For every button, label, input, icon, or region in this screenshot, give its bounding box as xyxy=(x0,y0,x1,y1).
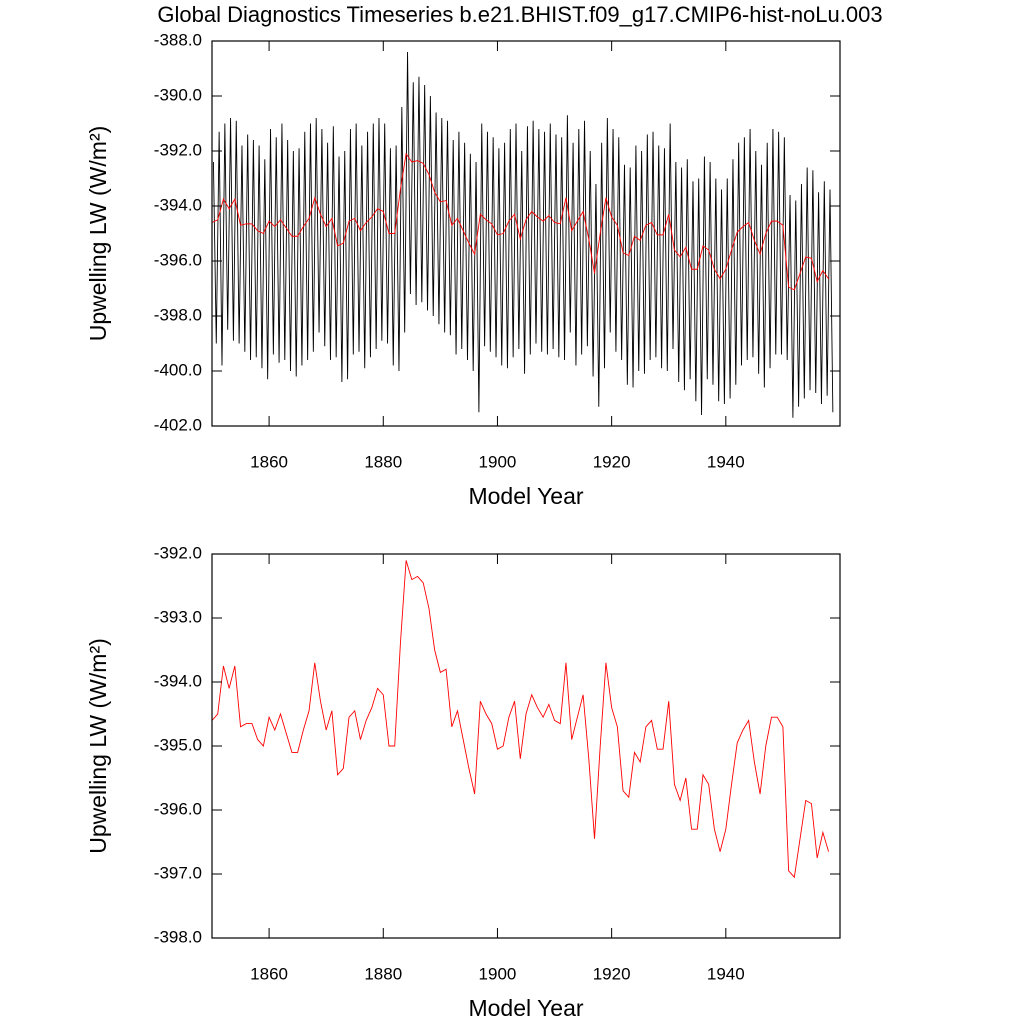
x-tick-label: 1920 xyxy=(593,964,631,983)
plot-frame xyxy=(211,553,841,939)
data-line xyxy=(211,152,829,291)
y-tick-label: -394.0 xyxy=(154,195,202,214)
y-axis-label: Upwelling LW (W/m²) xyxy=(85,126,111,342)
y-tick-label: -393.0 xyxy=(154,607,202,626)
y-tick-label: -388.0 xyxy=(154,30,202,49)
x-tick-label: 1880 xyxy=(364,452,402,471)
y-tick-label: -402.0 xyxy=(154,415,202,434)
x-axis-label: Model Year xyxy=(468,483,583,509)
y-tick-label: -392.0 xyxy=(154,543,202,562)
x-axis-label: Model Year xyxy=(468,995,583,1021)
y-tick-label: -400.0 xyxy=(154,360,202,379)
x-tick-label: 1860 xyxy=(250,452,288,471)
data-line xyxy=(211,560,830,879)
x-tick-label: 1940 xyxy=(707,964,745,983)
y-tick-label: -396.0 xyxy=(154,250,202,269)
x-tick-label: 1940 xyxy=(707,452,745,471)
y-tick-label: -396.0 xyxy=(154,799,202,818)
y-tick-label: -398.0 xyxy=(154,927,202,946)
y-tick-label: -394.0 xyxy=(154,671,202,690)
x-tick-label: 1900 xyxy=(479,452,517,471)
chart-title: Global Diagnostics Timeseries b.e21.BHIS… xyxy=(157,2,882,27)
y-axis-label: Upwelling LW (W/m²) xyxy=(85,638,111,854)
x-tick-label: 1880 xyxy=(364,964,402,983)
plot-frame xyxy=(211,40,841,427)
y-tick-label: -397.0 xyxy=(154,863,202,882)
x-tick-label: 1900 xyxy=(479,964,517,983)
y-tick-label: -398.0 xyxy=(154,305,202,324)
data-line xyxy=(212,51,834,418)
x-tick-label: 1860 xyxy=(250,964,288,983)
y-tick-label: -392.0 xyxy=(154,140,202,159)
y-tick-label: -395.0 xyxy=(154,735,202,754)
x-tick-label: 1920 xyxy=(593,452,631,471)
y-tick-label: -390.0 xyxy=(154,85,202,104)
